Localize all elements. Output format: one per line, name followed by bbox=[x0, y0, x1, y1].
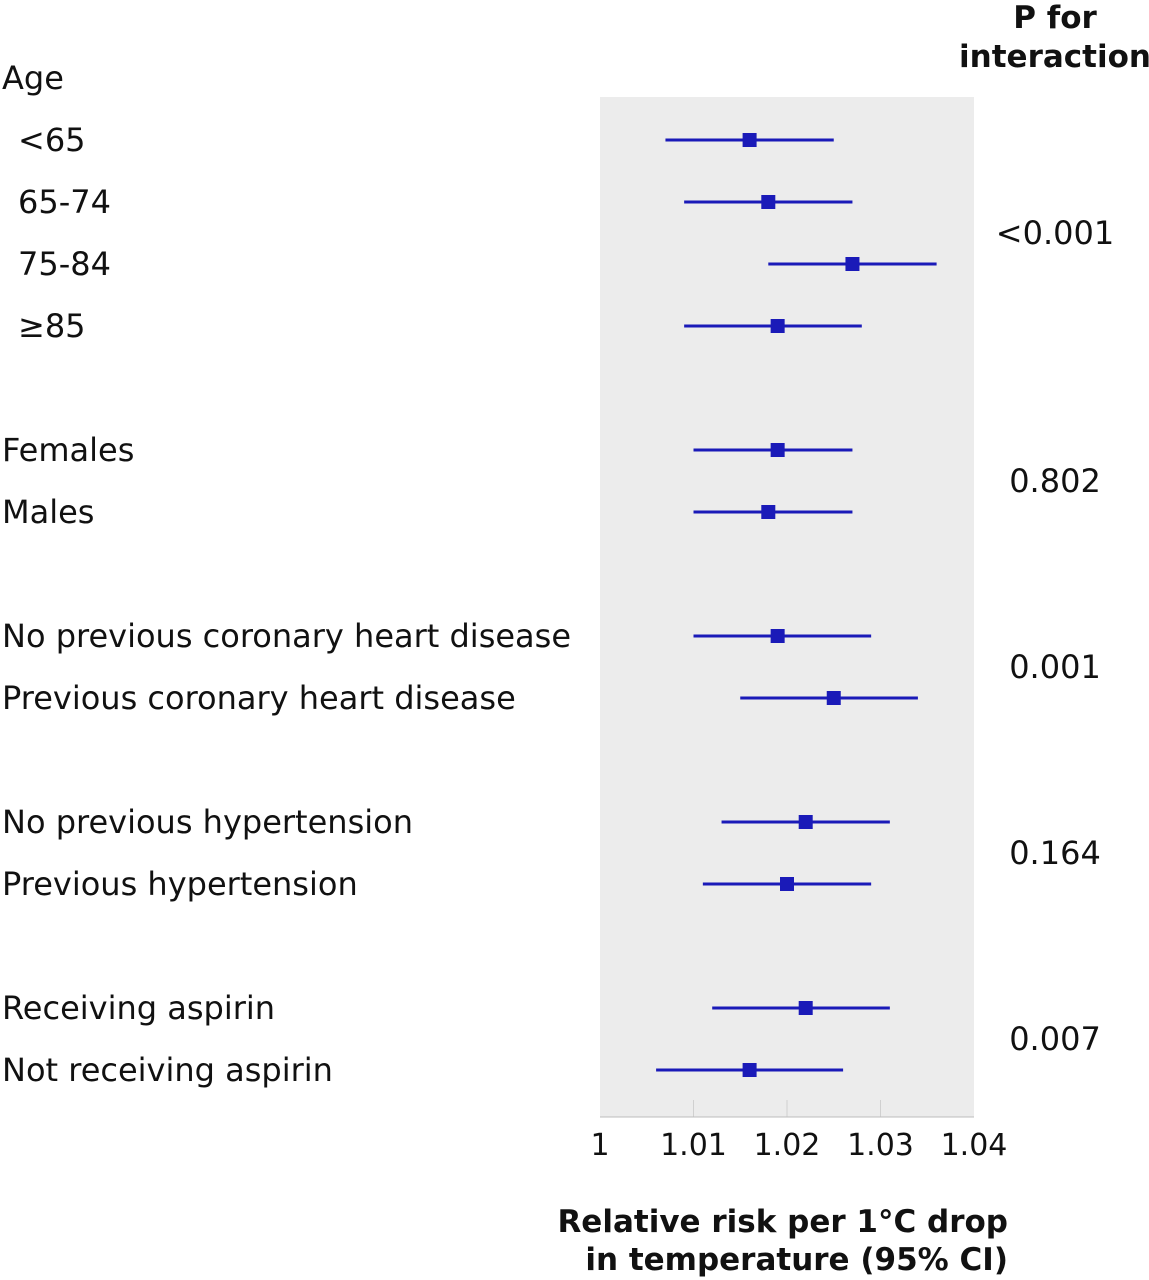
row-label: Previous coronary heart disease bbox=[2, 679, 516, 717]
row-label: <65 bbox=[18, 121, 86, 159]
point-estimate bbox=[798, 1001, 813, 1015]
row-label: Females bbox=[2, 431, 134, 469]
x-axis-label-line1: Relative risk per 1°C drop bbox=[557, 1204, 1008, 1240]
x-tick-label: 1.02 bbox=[754, 1128, 821, 1163]
row-label: Previous hypertension bbox=[2, 865, 358, 903]
row-label: No previous hypertension bbox=[2, 803, 413, 841]
group-title: Age bbox=[2, 59, 64, 97]
row-label: 65-74 bbox=[18, 183, 111, 221]
point-estimate bbox=[770, 319, 785, 333]
point-estimate bbox=[742, 1063, 757, 1077]
point-estimate bbox=[780, 877, 794, 891]
x-tick-label: 1.04 bbox=[941, 1128, 1008, 1163]
x-tick-label: 1.01 bbox=[660, 1128, 727, 1163]
p-value: 0.001 bbox=[1009, 648, 1101, 686]
estimate-marks bbox=[656, 133, 937, 1077]
point-estimate bbox=[761, 195, 776, 209]
plot-panel bbox=[600, 97, 974, 1117]
point-estimate bbox=[845, 257, 860, 271]
p-header-line2: interaction bbox=[959, 39, 1149, 75]
row-label: 75-84 bbox=[18, 245, 111, 283]
grid-lines bbox=[693, 1100, 881, 1117]
point-estimate bbox=[770, 629, 785, 643]
x-axis-label-line2: in temperature (95% CI) bbox=[585, 1242, 1008, 1278]
row-labels: Age <65 65-74 75-84 ≥85 Females Males No previo… bbox=[2, 59, 571, 1089]
p-value: 0.007 bbox=[1009, 1020, 1101, 1058]
row-label: Males bbox=[2, 493, 94, 531]
p-header-line1: P for bbox=[1013, 0, 1097, 36]
p-value: 0.164 bbox=[1009, 834, 1101, 872]
point-estimate bbox=[742, 133, 757, 147]
point-estimate bbox=[770, 443, 785, 457]
row-label: No previous coronary heart disease bbox=[2, 617, 571, 655]
x-tick-label: 1.03 bbox=[847, 1128, 914, 1163]
point-estimate bbox=[761, 505, 776, 519]
point-estimate bbox=[798, 815, 813, 829]
row-label: ≥85 bbox=[18, 307, 86, 345]
x-tick-labels: 1 1.01 1.02 1.03 1.04 bbox=[590, 1128, 1007, 1163]
p-values: <0.001 0.802 0.001 0.164 0.007 bbox=[996, 214, 1114, 1058]
point-estimate bbox=[826, 691, 841, 705]
x-tick-label: 1 bbox=[590, 1128, 609, 1163]
p-value: <0.001 bbox=[996, 214, 1114, 252]
p-value: 0.802 bbox=[1009, 462, 1101, 500]
row-label: Not receiving aspirin bbox=[2, 1051, 333, 1089]
row-label: Receiving aspirin bbox=[2, 989, 275, 1027]
